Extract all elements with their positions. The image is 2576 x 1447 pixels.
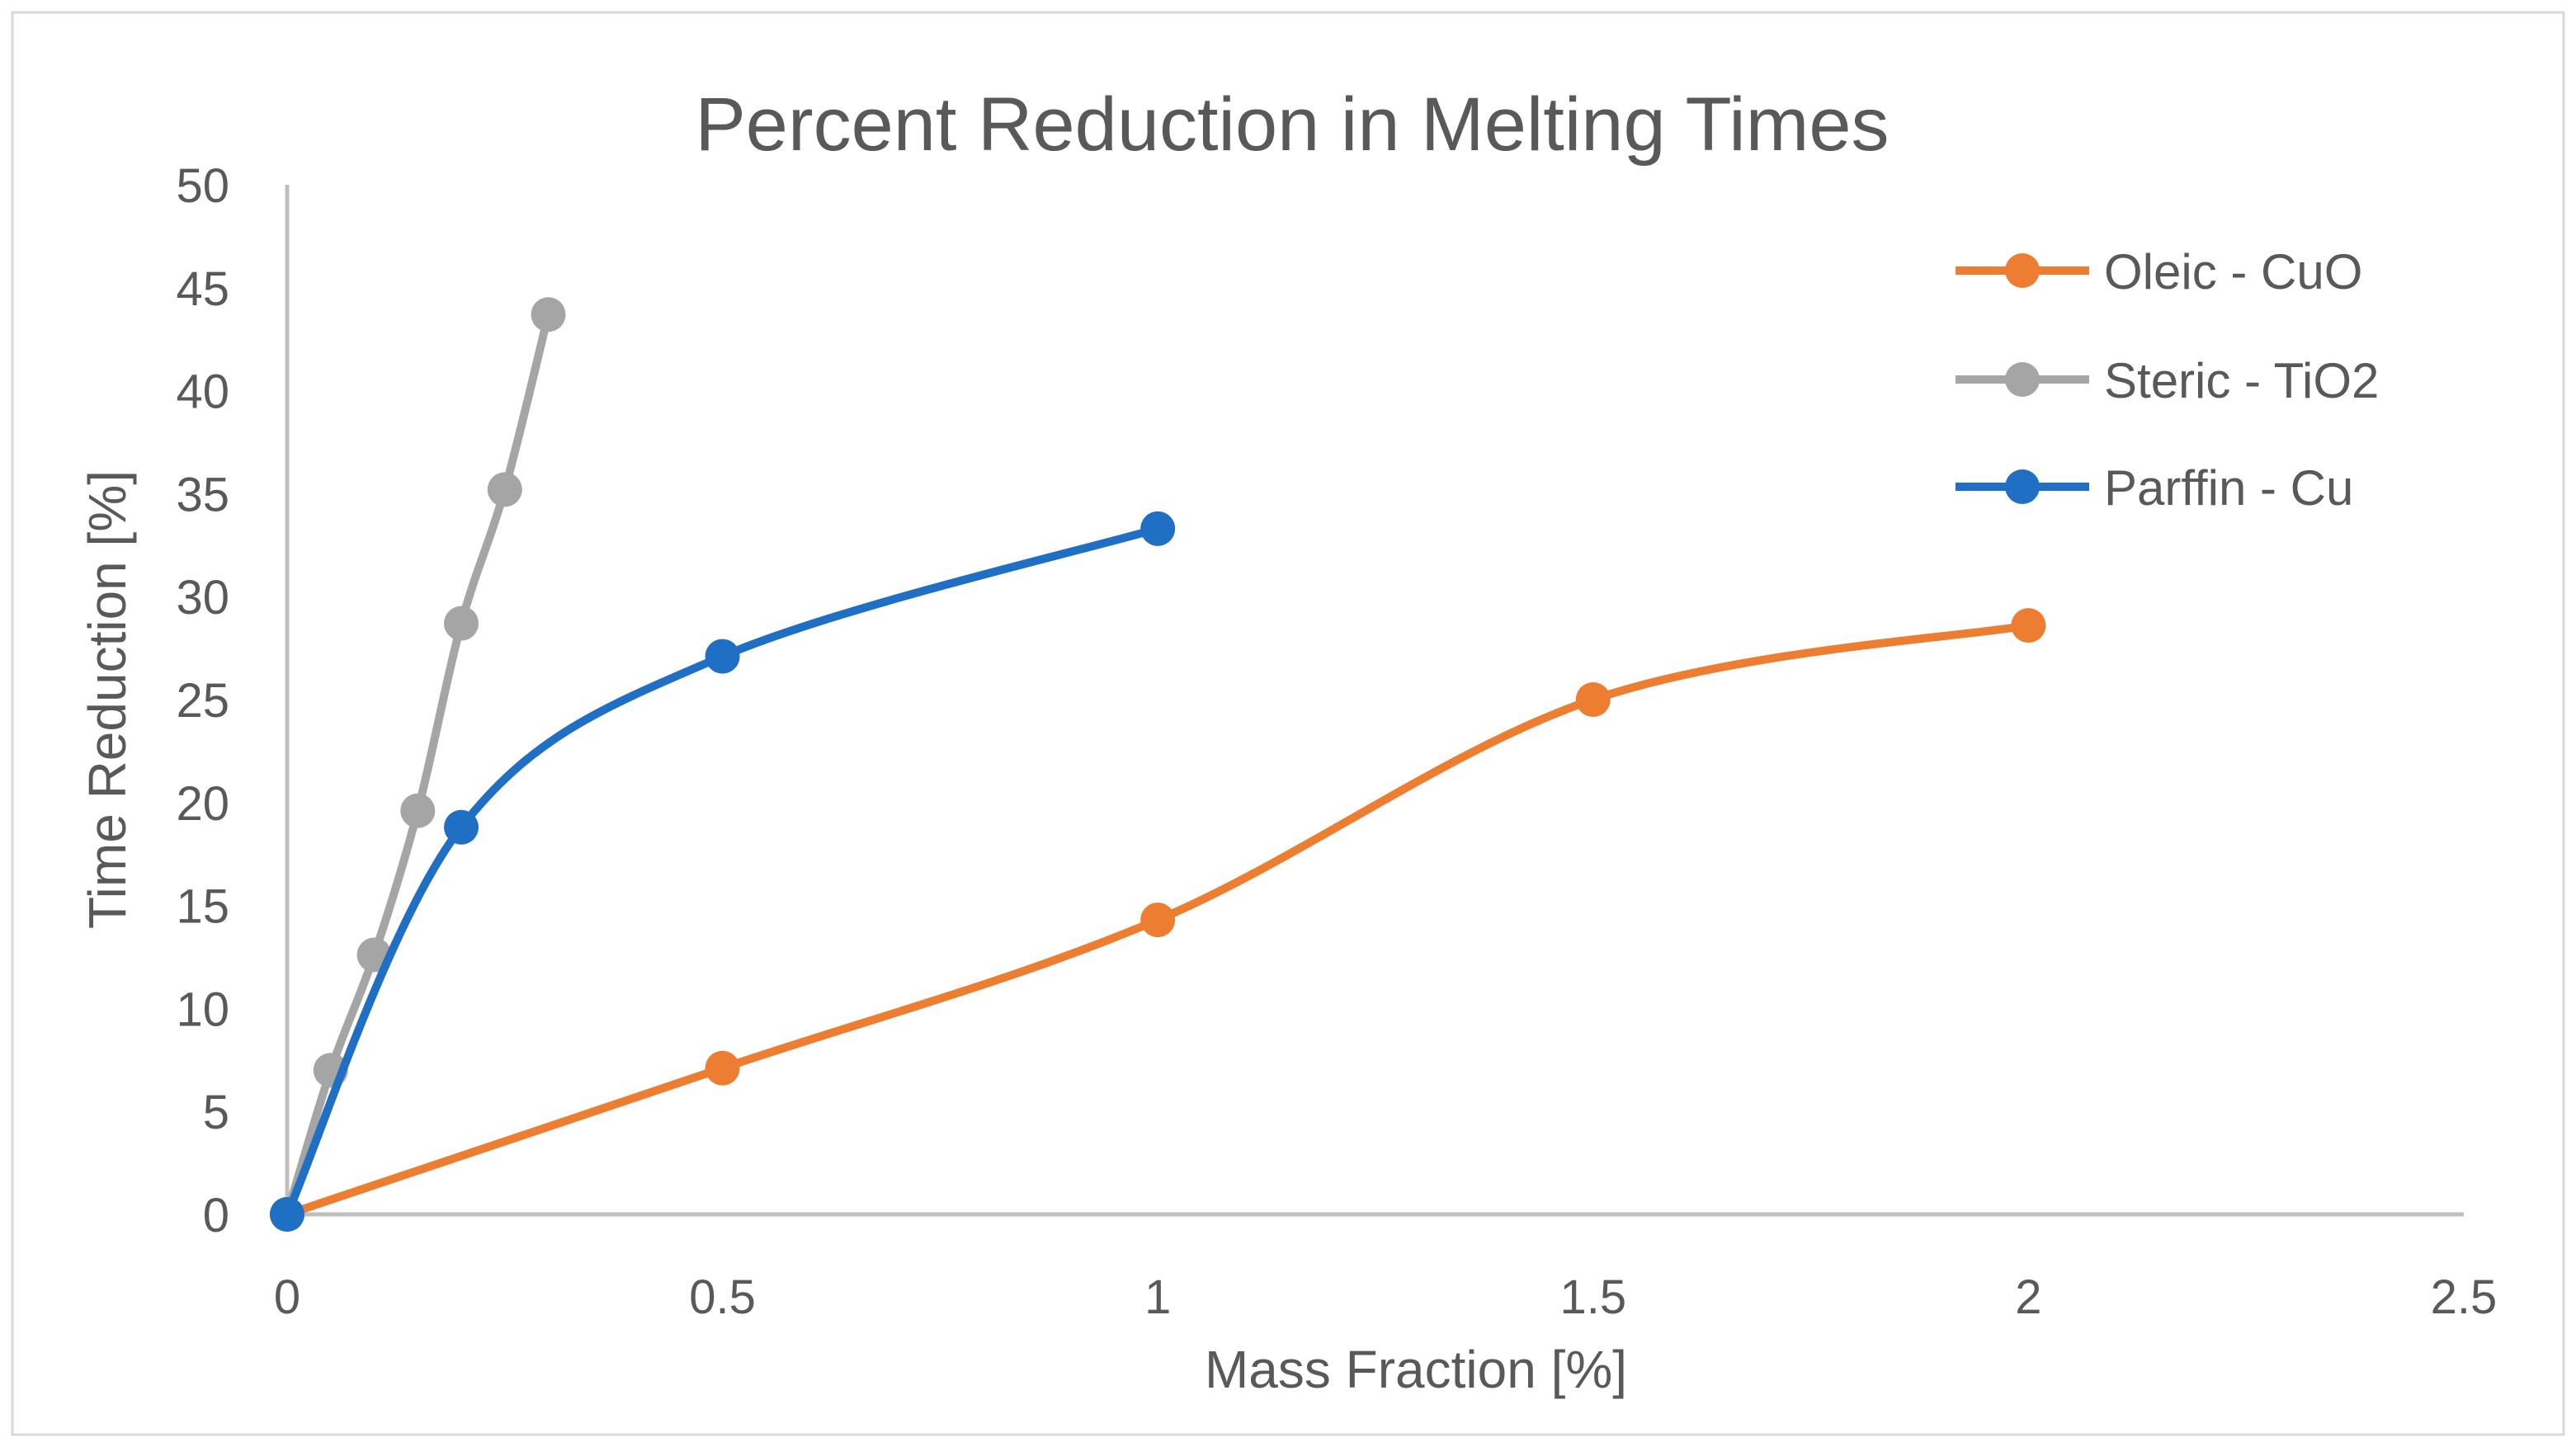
series-layer xyxy=(270,297,2046,1232)
y-tick-label: 35 xyxy=(176,468,229,521)
legend-item-oleic-cuo: Oleic - CuO xyxy=(1956,244,2362,299)
x-tick-label: 2 xyxy=(2015,1270,2041,1324)
data-point xyxy=(1575,682,1611,717)
chart-border xyxy=(11,11,2565,1436)
data-point xyxy=(1140,511,1176,546)
legend-marker xyxy=(2005,253,2040,288)
y-tick-label: 45 xyxy=(176,262,229,316)
x-tick-label: 0 xyxy=(274,1270,300,1324)
y-tick-labels: 0 5 10 15 20 25 30 35 40 45 50 xyxy=(176,159,229,1242)
y-tick-label: 15 xyxy=(176,880,229,934)
legend-label: Parffin - Cu xyxy=(2104,460,2353,516)
data-point xyxy=(705,639,740,674)
data-point xyxy=(400,793,436,828)
y-tick-label: 0 xyxy=(203,1189,229,1242)
data-point xyxy=(705,1050,740,1086)
legend: Oleic - CuO Steric - TiO2 Parffin - Cu xyxy=(1956,244,2379,516)
y-tick-label: 25 xyxy=(176,674,229,728)
x-tick-label: 0.5 xyxy=(689,1270,756,1324)
legend-marker xyxy=(2005,362,2040,397)
data-point xyxy=(444,606,479,641)
y-tick-label: 5 xyxy=(203,1086,229,1139)
data-point xyxy=(1140,903,1176,938)
data-point xyxy=(2011,608,2046,643)
data-point xyxy=(270,1197,304,1232)
data-point xyxy=(444,809,479,845)
legend-label: Steric - TiO2 xyxy=(2104,353,2379,408)
x-tick-label: 1 xyxy=(1144,1270,1171,1324)
legend-item-steric-tio2: Steric - TiO2 xyxy=(1956,353,2379,408)
x-tick-label: 1.5 xyxy=(1559,1270,1626,1324)
y-tick-label: 20 xyxy=(176,777,229,831)
x-axis-title: Mass Fraction [%] xyxy=(1205,1340,1627,1399)
series-oleic-cuo xyxy=(270,608,2046,1232)
y-axis-title: Time Reduction [%] xyxy=(78,470,137,929)
legend-marker xyxy=(2005,469,2040,504)
legend-item-parffin-cu: Parffin - Cu xyxy=(1956,460,2353,516)
x-tick-label: 2.5 xyxy=(2431,1270,2498,1324)
legend-label: Oleic - CuO xyxy=(2104,244,2362,299)
series-line xyxy=(283,524,1163,1218)
chart-title: Percent Reduction in Melting Times xyxy=(695,82,1889,167)
y-tick-label: 40 xyxy=(176,365,229,419)
y-tick-label: 50 xyxy=(176,159,229,213)
series-parffin-cu xyxy=(270,511,1176,1232)
y-tick-label: 30 xyxy=(176,571,229,625)
y-tick-label: 10 xyxy=(176,983,229,1036)
data-point xyxy=(531,297,566,332)
data-point xyxy=(487,472,522,507)
x-tick-labels: 0 0.5 1 1.5 2 2.5 xyxy=(274,1270,2497,1324)
